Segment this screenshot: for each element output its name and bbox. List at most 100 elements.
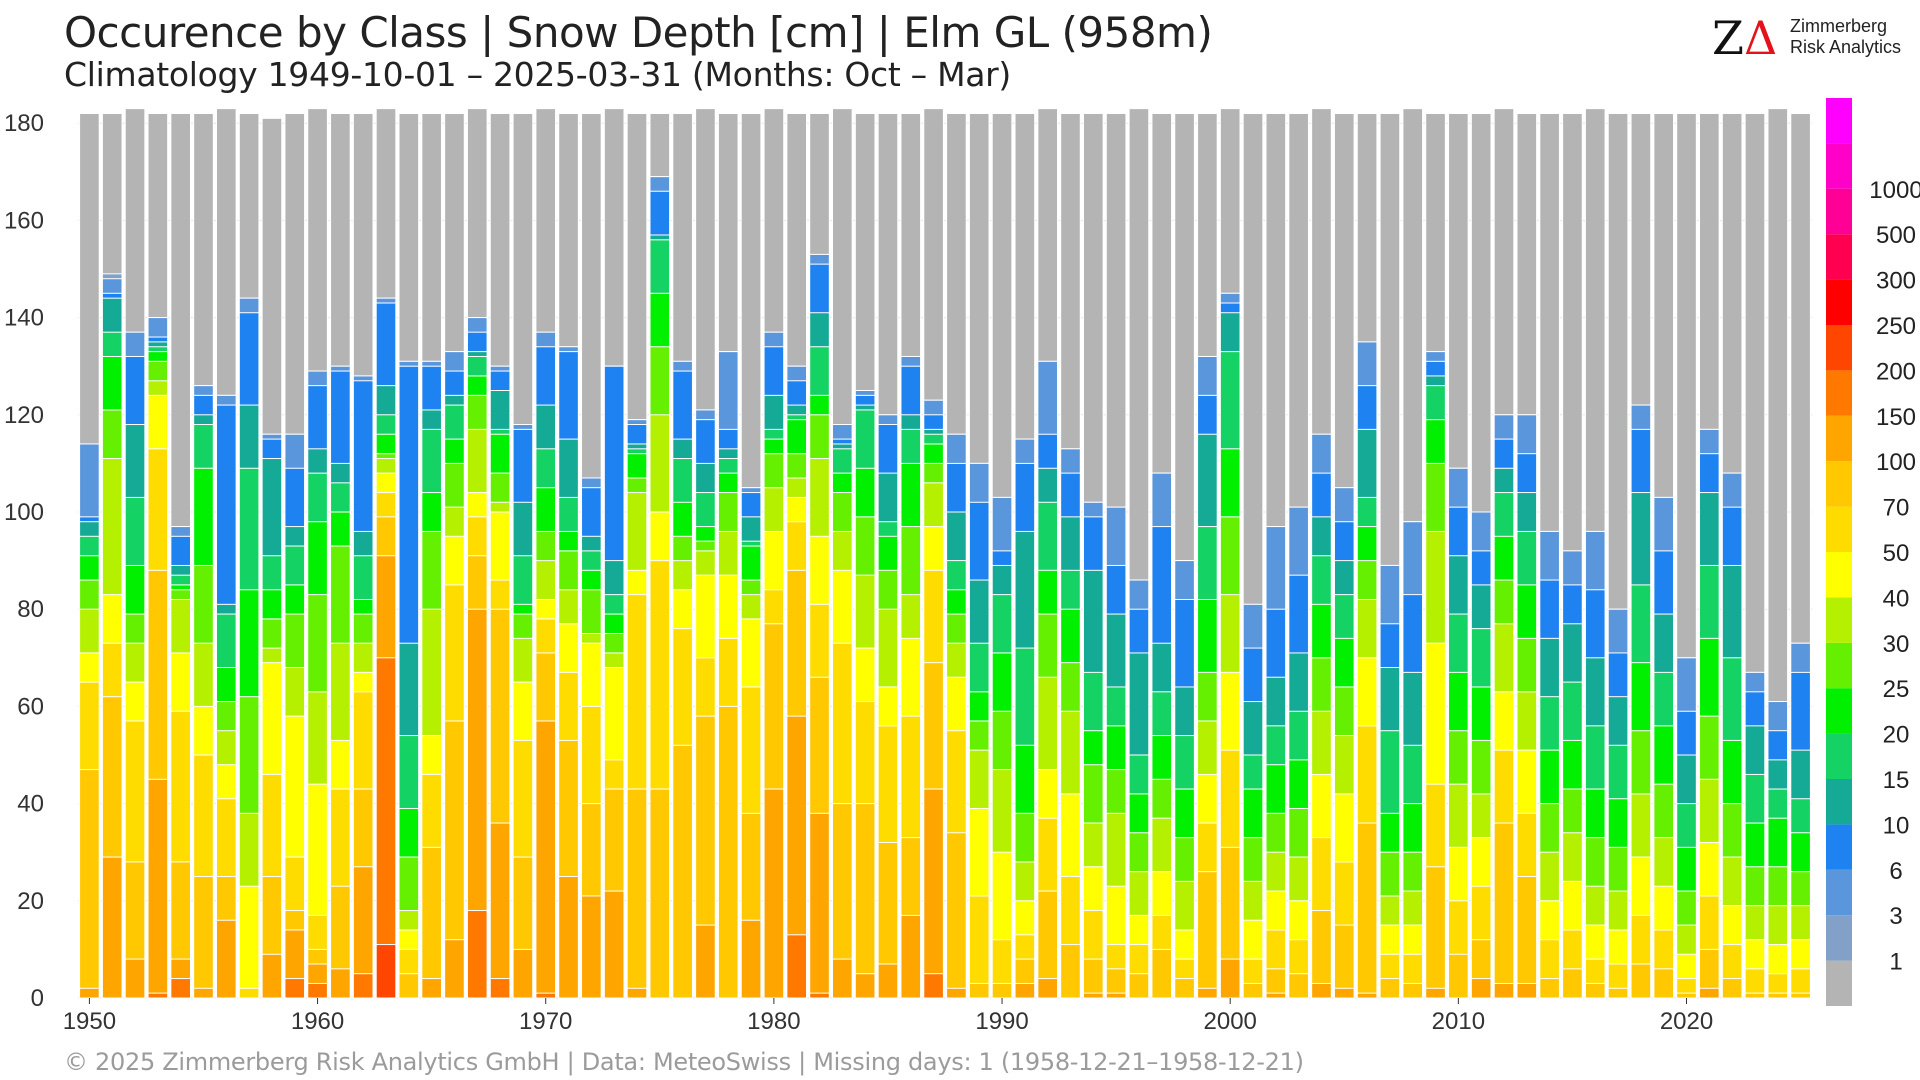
bar-1980-class-12 — [763, 788, 785, 999]
chart-title: Occurence by Class | Snow Depth [cm] | E… — [64, 8, 1213, 57]
bar-1958-class-12 — [261, 953, 283, 999]
bar-1994-class-11 — [1082, 958, 1104, 999]
colorbar-label-100: 100 — [1876, 449, 1916, 476]
bar-2006-class-11 — [1356, 822, 1378, 999]
bar-1968-class-13 — [489, 978, 511, 999]
bar-1954-class-13 — [170, 978, 191, 999]
bar-1979-class-12 — [740, 919, 762, 999]
bar-2025-class-11 — [1790, 992, 1811, 999]
colorbar-swatch-6 — [1826, 688, 1852, 734]
colorbar-swatch-2 — [1826, 869, 1852, 916]
x-tick-label-1970: 1970 — [519, 1008, 572, 1035]
bar-1964-class-11 — [398, 973, 420, 999]
colorbar-swatch-9 — [1826, 552, 1852, 598]
logo-mark: ZΔ — [1712, 14, 1777, 62]
colorbar-label-200: 200 — [1876, 358, 1916, 385]
logo-z-letter: Z — [1712, 11, 1744, 65]
bar-1971-class-12 — [558, 876, 579, 999]
bar-2024-class-11 — [1767, 992, 1789, 999]
bar-1990-class-11 — [991, 982, 1013, 999]
bar-1967-class-13 — [466, 910, 488, 999]
bar-1993-class-11 — [1060, 944, 1081, 999]
bar-1999-class-12 — [1197, 987, 1218, 999]
y-tick-label-100: 100 — [4, 499, 44, 526]
logo-text-line2: Risk Analytics — [1790, 37, 1902, 57]
bar-1982-class-12 — [809, 812, 830, 999]
y-tick-label-120: 120 — [4, 402, 44, 429]
bar-1957-class-10 — [238, 987, 260, 999]
bar-1976-class-11 — [672, 744, 693, 999]
bar-2007-class-11 — [1379, 978, 1401, 999]
bar-1981-class-13 — [786, 934, 808, 999]
bar-2022-class-11 — [1721, 978, 1743, 999]
colorbar-label-1: 1 — [1889, 949, 1902, 976]
colorbar-swatch-17 — [1826, 188, 1852, 235]
bar-2018-class-11 — [1630, 963, 1652, 999]
bar-1991-class-12 — [1014, 982, 1036, 999]
bar-2021-class-12 — [1699, 987, 1720, 999]
bar-2017-class-11 — [1607, 987, 1629, 999]
x-tick-label-1990: 1990 — [975, 1008, 1028, 1035]
colorbar-swatch-4 — [1826, 779, 1852, 825]
bar-2019-class-11 — [1653, 968, 1675, 999]
bar-1973-class-12 — [603, 890, 625, 999]
x-tick-label-2010: 2010 — [1432, 1008, 1485, 1035]
bar-1950-class-11 — [79, 769, 100, 999]
logo-delta-icon: Δ — [1743, 11, 1778, 65]
bar-1950-class-12 — [79, 987, 100, 999]
colorbar-label-50: 50 — [1883, 540, 1910, 567]
bar-1994-class-12 — [1082, 992, 1104, 999]
colorbar-swatch-5 — [1826, 733, 1852, 779]
y-tick-label-0: 0 — [31, 985, 44, 1012]
x-tick-label-1980: 1980 — [747, 1008, 800, 1035]
colorbar-swatch-19 — [1826, 98, 1852, 144]
bar-1977-class-12 — [695, 924, 716, 999]
bar-1996-class-11 — [1128, 973, 1150, 999]
chart-subtitle: Climatology 1949-10-01 – 2025-03-31 (Mon… — [64, 55, 1012, 94]
colorbar-label-30: 30 — [1883, 631, 1910, 658]
colorbar-swatch-14 — [1826, 325, 1852, 371]
logo-text: Zimmerberg Risk Analytics — [1790, 16, 1901, 58]
footer-credits: © 2025 Zimmerberg Risk Analytics GmbH | … — [64, 1048, 1304, 1076]
bar-2000-class-12 — [1219, 958, 1241, 999]
company-logo: ZΔ Zimmerberg Risk Analytics — [1712, 14, 1912, 62]
bar-1970-class-12 — [535, 720, 557, 999]
colorbar-swatch-1 — [1826, 915, 1852, 961]
bar-1957-class-9 — [238, 885, 260, 999]
bar-2012-class-12 — [1493, 982, 1515, 999]
colorbar-label-500: 500 — [1876, 222, 1916, 249]
y-tick-label-40: 40 — [17, 791, 44, 818]
bar-1995-class-12 — [1105, 992, 1127, 999]
bar-1998-class-11 — [1174, 978, 1195, 999]
bar-1989-class-11 — [968, 982, 990, 999]
colorbar-label-250: 250 — [1876, 313, 1916, 340]
bar-2014-class-11 — [1539, 978, 1560, 999]
colorbar-label-150: 150 — [1876, 404, 1916, 431]
bar-1953-class-12 — [147, 778, 169, 999]
bar-1966-class-12 — [444, 939, 465, 999]
bar-2023-class-11 — [1744, 992, 1766, 999]
bar-1997-class-11 — [1151, 948, 1173, 999]
bar-1953-class-13 — [147, 992, 169, 999]
bar-1982-class-13 — [809, 992, 830, 999]
y-tick-label-80: 80 — [17, 596, 44, 623]
bar-1987-class-12 — [923, 788, 944, 999]
bar-1992-class-12 — [1037, 978, 1058, 999]
bar-2005-class-11 — [1333, 924, 1355, 999]
bar-1960-class-13 — [307, 982, 328, 999]
y-tick-label-180: 180 — [4, 110, 44, 137]
colorbar-swatch-10 — [1826, 506, 1852, 552]
bar-2020-class-11 — [1676, 992, 1697, 999]
x-tick-label-1950: 1950 — [63, 1008, 116, 1035]
bar-1965-class-11 — [421, 846, 442, 999]
bar-1961-class-12 — [330, 968, 351, 999]
colorbar-swatch-3 — [1826, 824, 1852, 870]
bar-2003-class-11 — [1288, 973, 1309, 999]
bar-1975-class-11 — [649, 788, 671, 999]
bar-2013-class-12 — [1516, 982, 1538, 999]
bar-2008-class-11 — [1402, 982, 1424, 999]
bar-1986-class-12 — [900, 914, 922, 999]
x-tick-label-1960: 1960 — [291, 1008, 344, 1035]
bar-2005-class-12 — [1333, 987, 1355, 999]
